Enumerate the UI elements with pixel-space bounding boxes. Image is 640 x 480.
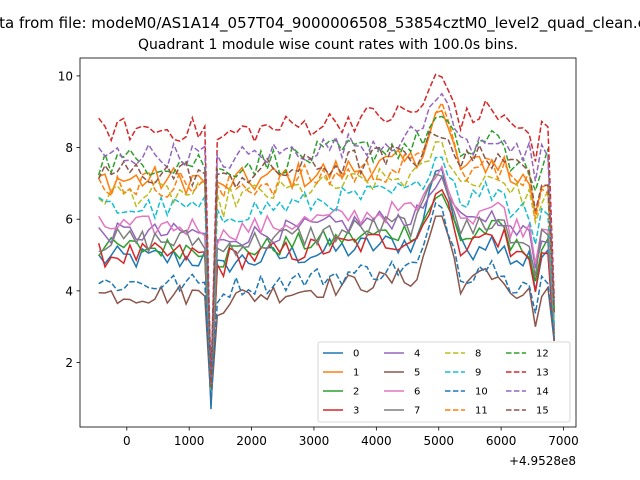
- series-line-10: [98, 201, 555, 402]
- legend-label-8: 8: [475, 349, 481, 360]
- series-line-11: [98, 101, 555, 388]
- axes-title: Quadrant 1 module wise count rates with …: [138, 37, 518, 53]
- legend-label-10: 10: [475, 387, 488, 398]
- y-axis: 2 4 6 8 10: [58, 69, 80, 370]
- legend-label-7: 7: [414, 406, 420, 417]
- legend-label-12: 12: [536, 349, 549, 360]
- y-tick-label: 10: [58, 69, 73, 83]
- legend-label-13: 13: [536, 368, 549, 379]
- x-tick-label: 4000: [361, 434, 392, 448]
- legend-label-0: 0: [353, 349, 359, 360]
- series-line-0: [98, 168, 555, 410]
- x-tick-label: 3000: [299, 434, 330, 448]
- series-line-6: [98, 164, 555, 395]
- plot-lines: [97, 73, 555, 410]
- legend-label-4: 4: [414, 349, 420, 360]
- figure-suptitle: Data from file: modeM0/AS1A14_057T04_900…: [0, 14, 640, 33]
- series-line-4: [98, 175, 555, 395]
- x-tick-label: 6000: [486, 434, 517, 448]
- series-line-15: [98, 130, 555, 388]
- series-line-7: [98, 173, 555, 395]
- legend-label-2: 2: [353, 387, 359, 398]
- series-line-2: [98, 192, 555, 399]
- x-tick-label: 5000: [423, 434, 454, 448]
- x-offset-label: +4.9528e8: [509, 454, 576, 468]
- y-tick-label: 6: [65, 213, 73, 227]
- legend-label-11: 11: [475, 406, 488, 417]
- x-tick-label: 1000: [174, 434, 205, 448]
- legend-label-9: 9: [475, 368, 481, 379]
- series-line-8: [98, 141, 555, 392]
- x-axis: 0 1000 2000 3000 4000 5000 6000 7000: [123, 427, 579, 448]
- legend-label-5: 5: [414, 368, 420, 379]
- axes-frame: [79, 57, 577, 428]
- series-line-5: [98, 215, 555, 402]
- legend-label-1: 1: [353, 368, 359, 379]
- series-line-13: [98, 73, 555, 381]
- x-tick-label: 7000: [548, 434, 579, 448]
- x-tick-label: 0: [123, 434, 131, 448]
- y-tick-label: 8: [65, 141, 73, 155]
- y-tick-label: 2: [65, 356, 73, 370]
- legend-frame: [317, 341, 571, 423]
- legend-label-15: 15: [536, 406, 549, 417]
- x-tick-label: 2000: [236, 434, 267, 448]
- y-tick-label: 4: [65, 284, 73, 298]
- series-line-9: [98, 156, 555, 395]
- series-line-3: [97, 188, 555, 399]
- legend-label-14: 14: [536, 387, 549, 398]
- series-line-14: [98, 92, 555, 385]
- legend-label-6: 6: [414, 387, 420, 398]
- legend-label-3: 3: [353, 406, 359, 417]
